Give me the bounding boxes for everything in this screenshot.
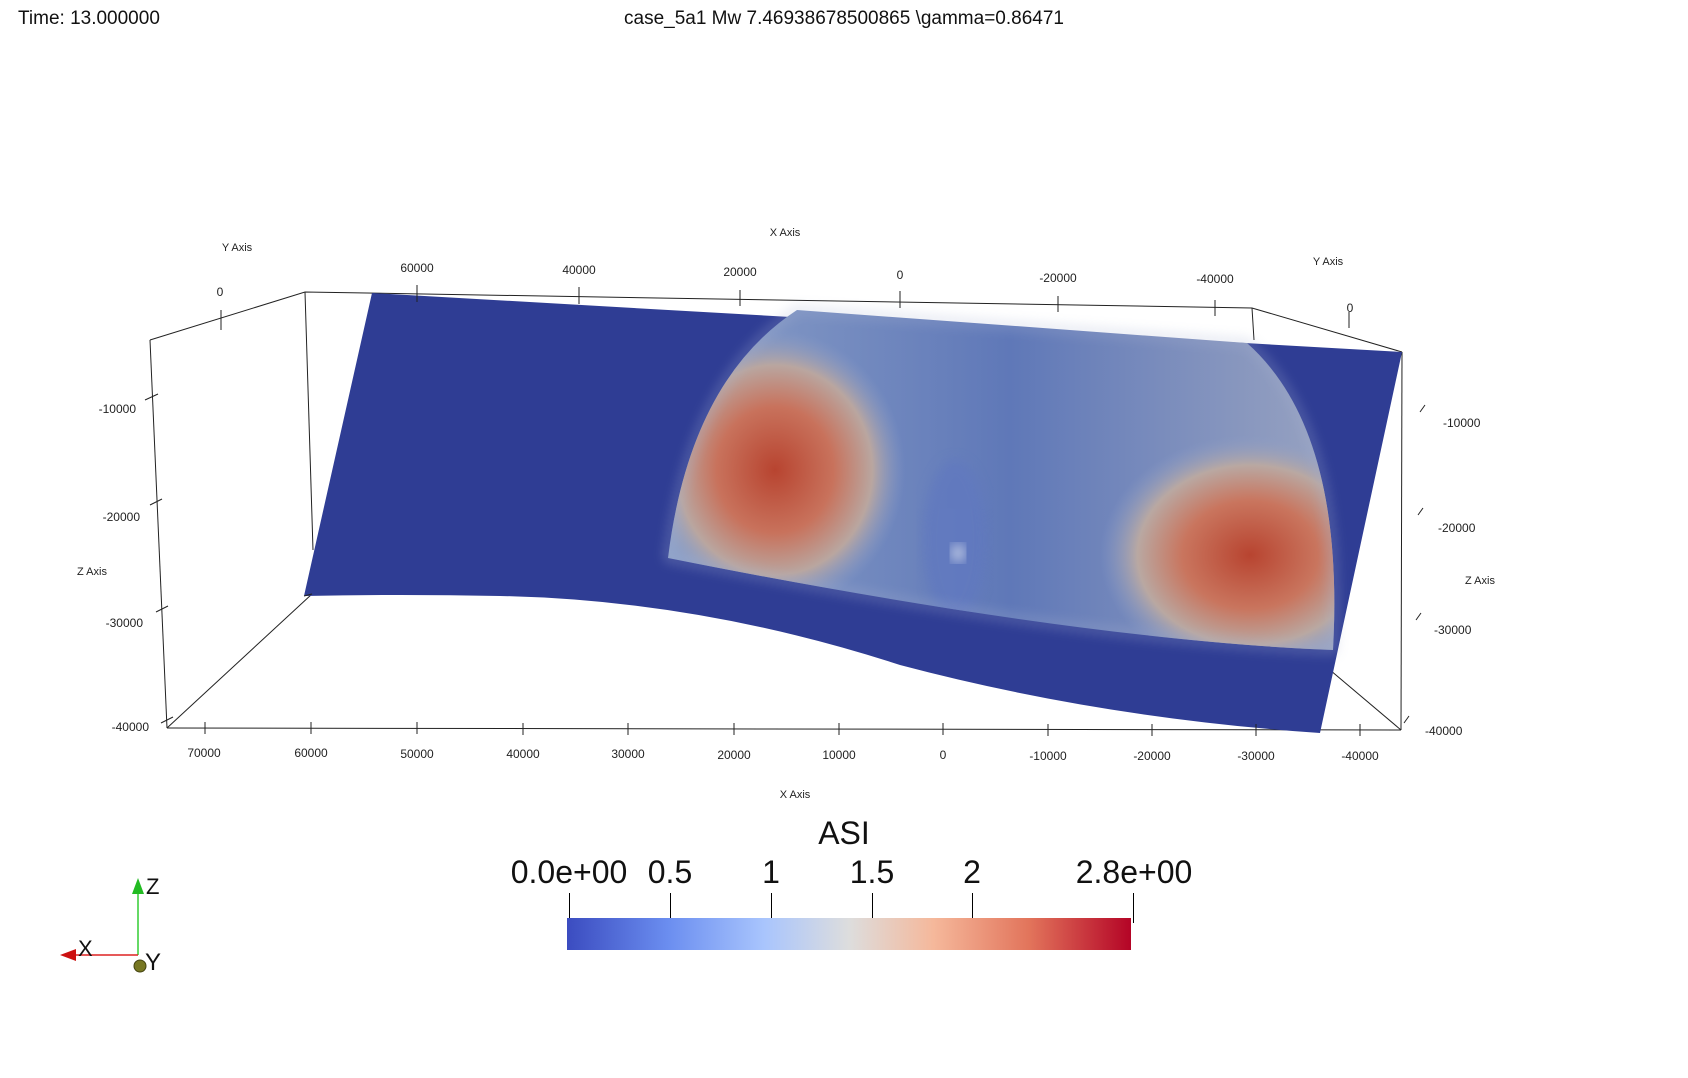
- z-axis-letter: Z: [146, 874, 159, 899]
- z-tick-label-right: -40000: [1425, 724, 1463, 738]
- x-tick-label-top: -40000: [1196, 272, 1234, 286]
- x-tick-label-bottom: 0: [940, 748, 947, 762]
- z-tick-label-left: -30000: [106, 616, 144, 630]
- colorbar-tick-label: 0.5: [647, 854, 693, 890]
- z-tick-label-left: -20000: [103, 510, 141, 524]
- x-tick-label-bottom: 60000: [294, 746, 328, 760]
- x-tick-label-bottom: -20000: [1133, 749, 1171, 763]
- colorbar-tick-label: 0.0e+00: [510, 854, 628, 890]
- x-tick-label-top: 0: [897, 268, 904, 282]
- z-tick-label-left: -10000: [99, 402, 137, 416]
- tick-marks: [144, 285, 1426, 736]
- x-tick-label-bottom: 40000: [506, 747, 540, 761]
- y-axis-label-left: Y Axis: [222, 242, 253, 254]
- colorbar-tick-label: 1: [762, 854, 780, 890]
- y-axis-label-right: Y Axis: [1313, 256, 1344, 268]
- x-tick-label-top: 40000: [562, 263, 596, 277]
- y-axis-dot: [133, 959, 147, 973]
- colorbar-tick-mark: [569, 893, 570, 923]
- plot-title: case_5a1 Mw 7.46938678500865 \gamma=0.86…: [624, 8, 1064, 29]
- colorbar-tick-label: 2: [963, 854, 981, 890]
- colorbar-title: ASI: [818, 815, 870, 851]
- y-tick-label-left: 0: [217, 285, 224, 299]
- x-tick-label-bottom: 10000: [822, 748, 856, 762]
- z-axis-arrowhead: [132, 878, 144, 894]
- x-tick-label-bottom: -40000: [1341, 749, 1379, 763]
- z-tick-label-left: -40000: [112, 720, 150, 734]
- x-tick-label-bottom: 50000: [400, 747, 434, 761]
- colorbar-tick-mark: [872, 893, 873, 923]
- z-tick-label-right: -30000: [1434, 623, 1472, 637]
- z-axis-label-left: Z Axis: [77, 566, 107, 578]
- y-axis-letter: Y: [145, 949, 161, 976]
- x-axis-arrowhead: [60, 949, 76, 961]
- y-tick-label-right: 0: [1347, 301, 1354, 315]
- z-tick-label-right: -10000: [1443, 416, 1481, 430]
- colorbar-tick-mark: [771, 893, 772, 923]
- x-axis-label-bottom: X Axis: [780, 789, 811, 801]
- z-tick-label-right: -20000: [1438, 521, 1476, 535]
- x-tick-label-top: 20000: [723, 265, 757, 279]
- orientation-axes-widget: Z X Y: [60, 874, 161, 976]
- x-axis-label-top: X Axis: [770, 227, 801, 239]
- x-axis-letter: X: [78, 936, 93, 961]
- x-tick-label-bottom: 70000: [187, 746, 221, 760]
- colorbar-tick-label: 2.8e+00: [1075, 854, 1193, 890]
- colorbar-tick-mark: [972, 893, 973, 923]
- colorbar[interactable]: [567, 918, 1131, 950]
- time-label: Time: 13.000000: [18, 8, 160, 29]
- x-tick-label-bottom: -10000: [1029, 749, 1067, 763]
- colorbar-tick-mark: [670, 893, 671, 923]
- x-tick-label-top: -20000: [1039, 271, 1077, 285]
- bounding-box: [149, 291, 1403, 731]
- x-tick-label-top: 60000: [400, 261, 434, 275]
- z-axis-label-right: Z Axis: [1465, 575, 1495, 587]
- x-tick-label-bottom: -30000: [1237, 749, 1275, 763]
- x-tick-label-bottom: 30000: [611, 747, 645, 761]
- x-tick-label-bottom: 20000: [717, 748, 751, 762]
- colorbar-tick-mark: [1133, 893, 1134, 923]
- colorbar-tick-label: 1.5: [849, 854, 895, 890]
